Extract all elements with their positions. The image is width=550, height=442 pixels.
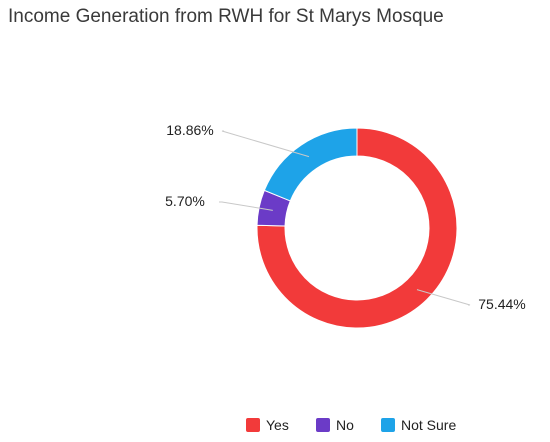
leader-line-no: [219, 201, 273, 211]
leader-line-yes: [416, 289, 471, 306]
chart-title: Income Generation from RWH for St Marys …: [8, 6, 444, 27]
data-labels: 75.44% 5.70% 18.86%: [165, 122, 526, 312]
legend-swatch-no: [316, 418, 330, 432]
slice-yes: [256, 127, 458, 329]
legend-label-not-sure: Not Sure: [401, 417, 456, 433]
donut-slices: [256, 127, 458, 329]
legend-swatch-not-sure: [381, 418, 395, 432]
slice-not-sure: [263, 127, 358, 202]
legend-label-no: No: [336, 417, 354, 433]
legend-item-no: No: [316, 417, 354, 433]
leader-line-not-sure: [221, 130, 310, 158]
leader-lines: [219, 130, 471, 306]
legend-item-not-sure: Not Sure: [381, 417, 456, 433]
legend-label-yes: Yes: [266, 417, 289, 433]
legend-swatch-yes: [246, 418, 260, 432]
data-label-not-sure: 18.86%: [166, 122, 213, 138]
legend: Yes No Not Sure: [246, 417, 456, 433]
data-label-yes: 75.44%: [478, 296, 525, 312]
legend-item-yes: Yes: [246, 417, 289, 433]
data-label-no: 5.70%: [165, 193, 205, 209]
